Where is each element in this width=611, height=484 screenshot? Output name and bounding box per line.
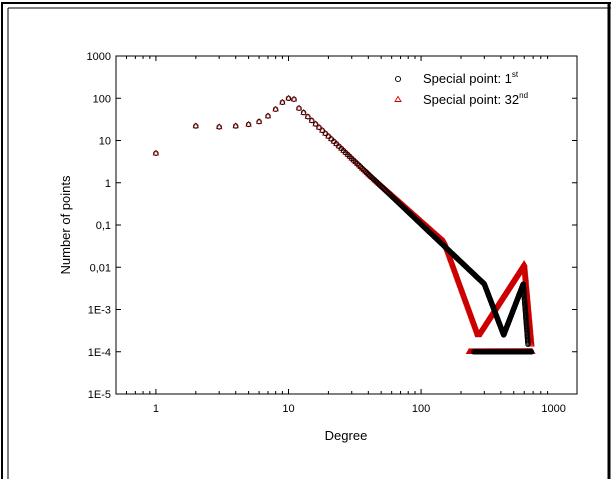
data-point-triangle xyxy=(152,149,160,156)
data-point-circle xyxy=(256,118,262,125)
data-point-circle xyxy=(357,164,364,170)
data-point-triangle xyxy=(290,95,298,102)
data-point-triangle xyxy=(264,112,272,119)
data-point-circle xyxy=(354,160,360,167)
plot-border xyxy=(115,55,578,395)
data-point-triangle xyxy=(322,129,329,136)
data-point-circle xyxy=(232,123,239,129)
y-tick-label: 0,01 xyxy=(90,262,111,274)
data-point-circle xyxy=(352,159,359,165)
y-tick-label: 1E-4 xyxy=(88,347,111,359)
axis-ticks: 1 10 100 1000 1000 100 10 1 0,1 0,01 1E-3 1E-4 1E-5 xyxy=(87,51,577,415)
data-point-circle xyxy=(528,349,535,355)
data-point-circle xyxy=(285,95,292,101)
data-point-triangle xyxy=(192,122,200,129)
data-point-circle xyxy=(316,124,322,130)
data-point-circle xyxy=(525,341,531,347)
data-point-circle xyxy=(359,165,365,172)
data-point-circle xyxy=(296,105,302,111)
data-point-circle xyxy=(319,127,325,134)
data-point-circle xyxy=(356,162,362,168)
data-point-triangle xyxy=(272,105,279,112)
data-point-triangle xyxy=(215,123,223,130)
data-point-triangle xyxy=(255,117,263,124)
data-point-triangle xyxy=(279,98,286,105)
x-tick-label: 100 xyxy=(412,403,430,415)
data-point-circle xyxy=(312,121,319,127)
y-axis-label: Number of points xyxy=(58,175,73,274)
x-tick-label: 10 xyxy=(282,403,294,415)
y-tick-label: 1 xyxy=(105,178,111,190)
data-point-circle xyxy=(300,109,307,116)
y-tick-label: 100 xyxy=(93,93,111,105)
data-point-circle xyxy=(309,117,315,124)
data-point-circle xyxy=(245,121,252,128)
y-tick-label: 1E-3 xyxy=(88,305,111,317)
data-point-circle xyxy=(279,99,286,105)
data-point-circle xyxy=(364,169,370,176)
data-point-circle xyxy=(325,133,332,139)
data-point-circle xyxy=(216,124,222,130)
legend-marker-series-2 xyxy=(394,95,402,102)
y-tick-label: 10 xyxy=(99,136,111,148)
data-point-triangle xyxy=(319,126,326,133)
data-point-circle xyxy=(322,130,329,137)
data-point-triangle xyxy=(245,120,252,127)
data-point-triangle xyxy=(295,104,303,111)
y-tick-label: 0,1 xyxy=(96,220,111,232)
data-point-circle xyxy=(305,113,311,120)
data-point-circle xyxy=(389,193,395,199)
data-point-triangle xyxy=(312,120,319,127)
data-point-triangle xyxy=(315,123,323,130)
legend: Special point: 1st Special point: 32nd xyxy=(394,70,528,107)
data-point-triangle xyxy=(304,113,312,119)
x-tick-label: 1 xyxy=(153,403,159,415)
data-point-triangle xyxy=(232,122,239,129)
x-axis-label: Degree xyxy=(325,428,368,443)
data-point-circle xyxy=(291,96,297,102)
data-point-triangle xyxy=(325,132,332,139)
data-point-circle xyxy=(153,150,159,156)
data-point-triangle xyxy=(308,116,316,123)
data-point-triangle xyxy=(285,94,292,101)
data-point-circle xyxy=(265,113,271,119)
data-point-circle xyxy=(361,167,367,173)
legend-marker-series-1 xyxy=(394,75,402,83)
data-point-circle xyxy=(272,106,279,112)
data-point-circle xyxy=(193,123,199,129)
y-tick-label: 1E-5 xyxy=(88,389,111,401)
x-tick-label: 1000 xyxy=(541,403,565,415)
data-point-circle xyxy=(365,171,371,177)
legend-label-series-2: Special point: 32nd xyxy=(423,91,528,107)
legend-label-series-1: Special point: 1st xyxy=(423,70,519,86)
data-point-triangle xyxy=(300,108,307,115)
data-points xyxy=(152,94,536,355)
data-point-circle xyxy=(362,168,369,174)
y-tick-label: 1000 xyxy=(87,51,111,63)
